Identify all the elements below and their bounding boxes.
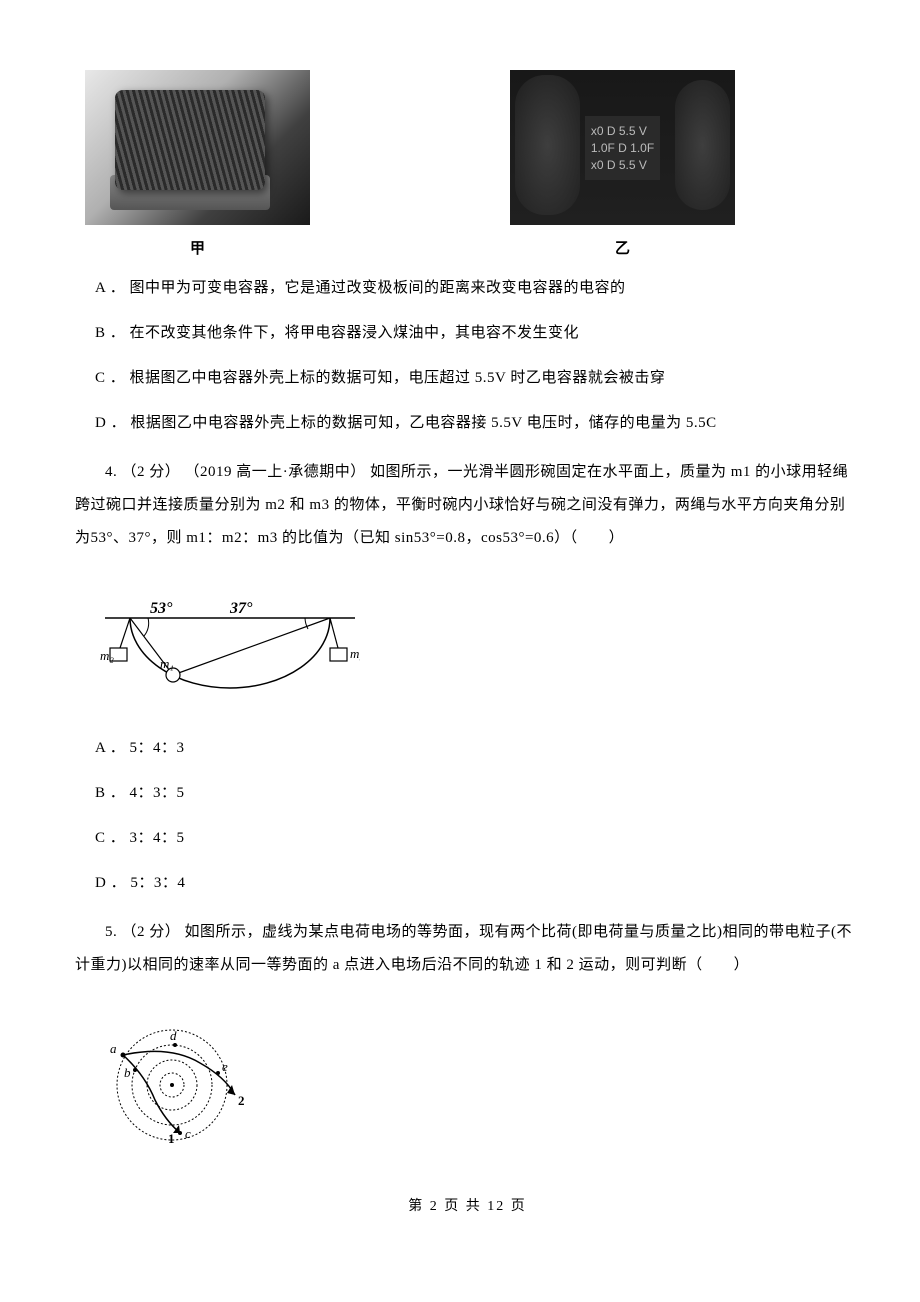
point-b-dot [133, 1068, 137, 1072]
angle-label-53: 53° [150, 600, 173, 617]
angle-label-37: 37° [229, 600, 253, 617]
point-c-dot [178, 1131, 182, 1135]
label-m1: m₁ [160, 656, 174, 671]
arrow-2 [227, 1085, 235, 1095]
label-c: c [185, 1126, 191, 1141]
q3-option-c: C ． 根据图乙中电容器外壳上标的数据可知，电压超过 5.5V 时乙电容器就会被… [95, 363, 860, 393]
variable-capacitor-photo [85, 70, 310, 225]
cap-label-row: x0 D 5.5 V [591, 158, 654, 172]
bowl-diagram: 53° 37° m₁ m₂ m₃ [100, 588, 360, 698]
point-e-dot [216, 1071, 220, 1075]
held-capacitor-photo: x0 D 5.5 V 1.0F D 1.0F x0 D 5.5 V [510, 70, 735, 225]
label-a: a [110, 1041, 117, 1056]
rope-left-outer [120, 618, 130, 648]
page-footer: 第 2 页 共 12 页 [75, 1195, 860, 1215]
q3-option-a: A ． 图中甲为可变电容器，它是通过改变极板间的距离来改变电容器的电容的 [95, 273, 860, 303]
figure-caption-right: 乙 [615, 237, 630, 258]
label-e: e [222, 1059, 228, 1074]
point-a-dot [121, 1053, 126, 1058]
q4-option-d: D ． 5：3：4 [95, 868, 860, 898]
label-b: b [124, 1065, 131, 1080]
figure-right: x0 D 5.5 V 1.0F D 1.0F x0 D 5.5 V 乙 [510, 70, 735, 258]
figure-caption-left: 甲 [190, 237, 205, 258]
exam-page: 甲 x0 D 5.5 V 1.0F D 1.0F x0 D 5.5 V 乙 A … [0, 0, 920, 1255]
angle-arc-53 [144, 618, 149, 636]
block-m3 [330, 648, 347, 661]
q4-stem: 4. （2 分） （2019 高一上·承德期中） 如图所示，一光滑半圆形碗固定在… [75, 456, 860, 555]
trajectory-1 [123, 1055, 180, 1133]
label-m3: m₃ [350, 646, 360, 661]
q3-option-d: D ． 根据图乙中电容器外壳上标的数据可知，乙电容器接 5.5V 电压时，储存的… [95, 408, 860, 438]
q4-option-b: B ． 4：3：5 [95, 778, 860, 808]
point-d-dot [173, 1043, 177, 1047]
capacitor-label-block: x0 D 5.5 V 1.0F D 1.0F x0 D 5.5 V [585, 116, 660, 180]
figure-left: 甲 [85, 70, 310, 258]
q4-option-a: A ． 5：4：3 [95, 733, 860, 763]
label-traj-1: 1 [168, 1131, 175, 1145]
label-traj-2: 2 [238, 1093, 245, 1108]
equipotential-diagram: a b c d e 1 2 [100, 1015, 265, 1145]
q3-option-b: B ． 在不改变其他条件下，将甲电容器浸入煤油中，其电容不发生变化 [95, 318, 860, 348]
q5-stem: 5. （2 分） 如图所示，虚线为某点电荷电场的等势面，现有两个比荷(即电荷量与… [75, 916, 860, 982]
finger-shape-left [515, 75, 580, 215]
label-m2: m₂ [100, 648, 114, 663]
cap-label-row: 1.0F D 1.0F [591, 141, 654, 155]
finger-shape-right [675, 80, 730, 210]
figures-row: 甲 x0 D 5.5 V 1.0F D 1.0F x0 D 5.5 V 乙 [85, 70, 860, 258]
capacitor-body-shape [115, 90, 265, 190]
q4-option-c: C ． 3：4：5 [95, 823, 860, 853]
center-charge-dot [170, 1083, 174, 1087]
rope-right-outer [330, 618, 338, 648]
label-d: d [170, 1028, 177, 1043]
cap-label-row: x0 D 5.5 V [591, 124, 654, 138]
